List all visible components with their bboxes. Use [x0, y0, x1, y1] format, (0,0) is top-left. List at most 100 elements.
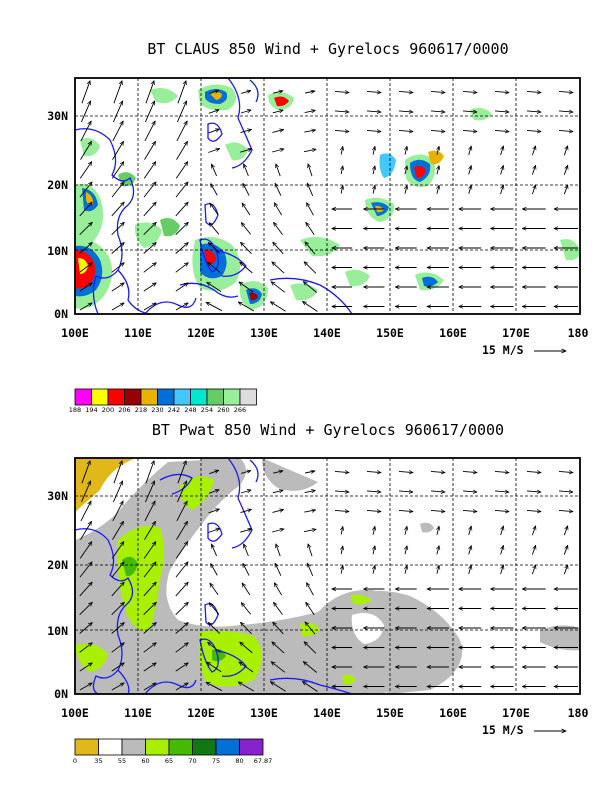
- wind-vector: [239, 282, 254, 293]
- wind-vector: [272, 91, 283, 93]
- wind-vector: [206, 682, 223, 692]
- wind-vector: [111, 663, 124, 672]
- colorbar-swatch: [190, 388, 208, 406]
- wind-vector: [563, 526, 567, 536]
- wind-vector: [111, 542, 124, 559]
- colorbar-label: 35: [94, 757, 102, 765]
- wind-vector: [111, 683, 124, 691]
- wind-vector: [558, 471, 573, 472]
- top-colorbar: 188 194 200 206 218 230 242 248 254 260 266: [69, 388, 257, 414]
- wind-vector: [469, 526, 472, 536]
- lat-tick-label: 20N: [47, 558, 68, 572]
- wind-vector: [305, 622, 316, 635]
- bottom-lat-ticks: 30N 20N 10N 0N: [47, 489, 68, 701]
- wind-vector: [242, 203, 251, 216]
- wind-vector: [366, 130, 381, 131]
- wind-vector: [175, 562, 188, 578]
- wind-vector: [208, 110, 219, 114]
- wind-vector: [373, 146, 375, 155]
- wind-vector: [111, 222, 125, 236]
- wind-vector: [79, 162, 92, 179]
- wind-vector: [526, 491, 541, 492]
- lat-tick-label: 10N: [47, 624, 68, 638]
- wind-vector: [241, 91, 251, 94]
- lon-tick-label: 170E: [502, 706, 530, 720]
- wind-vector: [79, 683, 92, 691]
- wind-vector: [175, 243, 189, 254]
- wind-vector: [143, 222, 157, 236]
- wind-vector: [398, 510, 413, 511]
- wind-vector: [111, 582, 124, 597]
- wind-vector: [143, 303, 156, 311]
- wind-vector: [143, 162, 156, 179]
- lon-tick-label: 100E: [61, 706, 89, 720]
- wind-vector: [405, 546, 407, 555]
- wind-vector: [276, 544, 281, 557]
- wind-vector: [210, 164, 218, 177]
- wind-vector: [81, 461, 90, 484]
- wind-vector: [500, 146, 504, 156]
- wind-vector: [242, 583, 251, 596]
- wind-vector: [558, 111, 573, 112]
- wind-vector: [210, 544, 218, 557]
- wind-vector: [494, 130, 509, 131]
- colorbar-label: 70: [188, 757, 196, 765]
- wind-vector: [244, 544, 249, 557]
- colorbar-label: 242: [168, 406, 180, 414]
- wind-vector: [430, 471, 445, 472]
- top-panel-title: BT CLAUS 850 Wind + Gyrelocs 960617/0000: [147, 40, 508, 58]
- wind-vector: [113, 461, 122, 484]
- wind-vector: [306, 602, 315, 615]
- wind-vector: [206, 302, 223, 312]
- wind-vector: [238, 682, 255, 692]
- colorbar-label: 260: [217, 406, 229, 414]
- colorbar-swatch: [157, 388, 175, 406]
- wind-vector: [207, 662, 222, 673]
- wind-vector: [143, 643, 157, 653]
- wind-vector: [531, 146, 535, 156]
- wind-vector: [79, 562, 92, 578]
- wind-vector: [531, 565, 535, 575]
- wind-vector: [341, 566, 343, 574]
- wind-vector: [437, 185, 439, 194]
- wind-vector: [398, 491, 413, 492]
- wind-vector: [373, 546, 375, 555]
- wind-vector: [274, 583, 283, 596]
- colorbar-swatch: [140, 388, 158, 406]
- wind-vector: [241, 603, 252, 615]
- wind-vector: [437, 546, 439, 555]
- wind-vector: [398, 111, 413, 112]
- wind-vector: [307, 563, 314, 576]
- colorbar-swatch: [239, 388, 257, 406]
- bottom-pwat-field: [75, 458, 580, 694]
- wind-vector: [366, 510, 381, 511]
- colorbar-label: 67.87: [254, 757, 273, 765]
- wind-vector: [563, 565, 567, 575]
- wind-vector: [526, 471, 541, 472]
- wind-vector: [272, 130, 283, 133]
- wind-vector: [79, 303, 92, 311]
- wind-vector: [430, 510, 445, 511]
- wind-vector: [145, 81, 154, 104]
- wind-vector: [175, 582, 188, 597]
- colorbar-swatch: [121, 738, 146, 756]
- wind-vector: [305, 471, 315, 473]
- wind-vector: [405, 565, 407, 574]
- wind-vector: [175, 162, 188, 179]
- wind-vector: [175, 283, 188, 292]
- wind-vector: [243, 563, 250, 576]
- wind-vector: [494, 510, 509, 511]
- wind-vector: [462, 91, 477, 92]
- colorbar-label: 60: [141, 757, 149, 765]
- wind-vector: [240, 509, 252, 514]
- wind-vector: [494, 491, 509, 492]
- wind-vector: [558, 510, 573, 511]
- colorbar-swatch: [239, 738, 264, 756]
- wind-vector: [558, 91, 573, 92]
- wind-vector: [208, 243, 221, 254]
- wind-vector: [240, 529, 252, 533]
- wind-vector: [271, 529, 284, 533]
- wind-vector: [526, 510, 541, 511]
- wind-vector: [334, 471, 349, 472]
- wind-vector: [531, 165, 535, 175]
